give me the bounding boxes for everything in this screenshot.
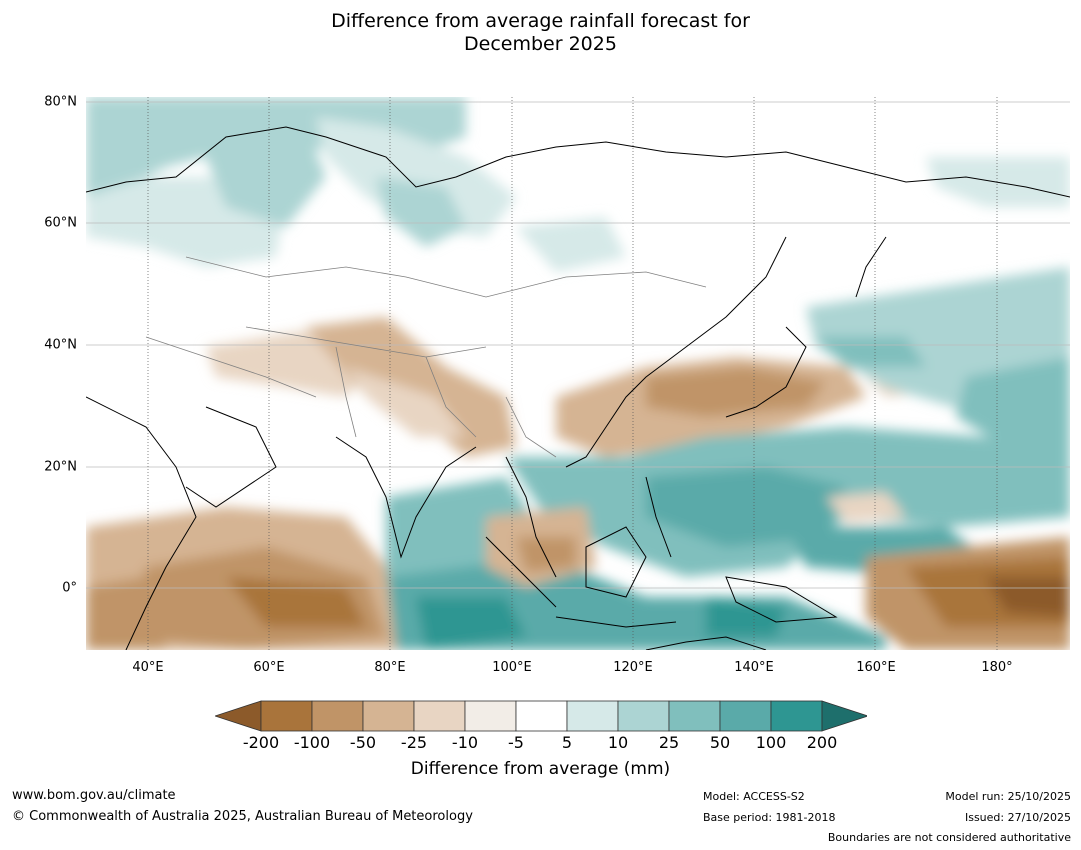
colorbar-swatch	[413, 700, 466, 732]
lon-label-120e: 120°E	[613, 660, 653, 675]
colorbar-swatch	[260, 700, 313, 732]
colorbar-tick-label: 50	[709, 733, 731, 752]
colorbar-extend-low	[215, 700, 262, 732]
website-link[interactable]: www.bom.gov.au/climate	[12, 788, 176, 803]
colorbar-swatch	[617, 700, 670, 732]
copyright-text: © Commonwealth of Australia 2025, Austra…	[12, 809, 473, 824]
lon-label-60e: 60°E	[253, 660, 285, 675]
lat-label-40n: 40°N	[44, 337, 77, 353]
lat-label-0: 0°	[62, 580, 77, 596]
issued-date: Issued: 27/10/2025	[964, 811, 1071, 824]
lon-label-80e: 80°E	[374, 660, 406, 675]
lon-label-40e: 40°E	[132, 660, 164, 675]
colorbar-swatch	[515, 700, 568, 732]
colorbar-extend-high	[821, 700, 867, 732]
map-svg	[86, 97, 1070, 650]
lat-label-20n: 20°N	[44, 459, 77, 475]
colorbar-swatch	[362, 700, 415, 732]
colorbar-tick-label: -200	[242, 733, 280, 752]
coastlines	[86, 126, 1070, 650]
colorbar-swatch	[719, 700, 772, 732]
model-name: Model: ACCESS-S2	[703, 790, 805, 803]
colorbar-tick-label: 100	[755, 733, 787, 752]
colorbar-swatch	[311, 700, 364, 732]
latitude-gridlines	[86, 101, 1070, 589]
colorbar-tick-label: -5	[508, 733, 524, 752]
boundaries-disclaimer: Boundaries are not considered authoritat…	[827, 831, 1071, 844]
colorbar-tick-label: 10	[607, 733, 629, 752]
colorbar-swatch	[464, 700, 517, 732]
colorbar-tick-label: -25	[400, 733, 428, 752]
colorbar-tick-label: 200	[806, 733, 838, 752]
lon-label-180: 180°	[981, 660, 1013, 675]
colorbar-swatch	[566, 700, 619, 732]
colorbar-title: Difference from average (mm)	[410, 759, 671, 779]
colorbar-tick-label: 5	[561, 733, 573, 752]
model-run-date: Model run: 25/10/2025	[945, 790, 1071, 803]
lon-label-140e: 140°E	[734, 660, 774, 675]
longitude-gridlines	[147, 97, 998, 650]
lon-label-160e: 160°E	[856, 660, 896, 675]
rainfall-anomaly-map	[86, 97, 1070, 650]
colorbar-tick-label: 25	[658, 733, 680, 752]
title-line-2: December 2025	[464, 33, 617, 55]
colorbar-tick-label: -50	[349, 733, 377, 752]
lat-label-60n: 60°N	[44, 215, 77, 231]
country-borders	[145, 256, 707, 458]
map-title: Difference from average rainfall forecas…	[0, 10, 1081, 56]
colorbar-swatch	[668, 700, 721, 732]
colorbar-swatch	[770, 700, 823, 732]
colorbar-tick-label: -10	[451, 733, 479, 752]
title-line-1: Difference from average rainfall forecas…	[331, 10, 750, 32]
colorbar	[215, 700, 867, 732]
anomaly-field	[86, 97, 1070, 650]
base-period: Base period: 1981-2018	[703, 811, 836, 824]
colorbar-tick-label: -100	[293, 733, 331, 752]
lat-label-80n: 80°N	[44, 94, 77, 110]
lon-label-100e: 100°E	[492, 660, 532, 675]
